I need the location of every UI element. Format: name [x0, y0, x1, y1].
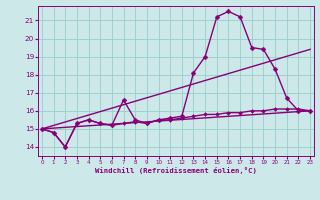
X-axis label: Windchill (Refroidissement éolien,°C): Windchill (Refroidissement éolien,°C) — [95, 167, 257, 174]
